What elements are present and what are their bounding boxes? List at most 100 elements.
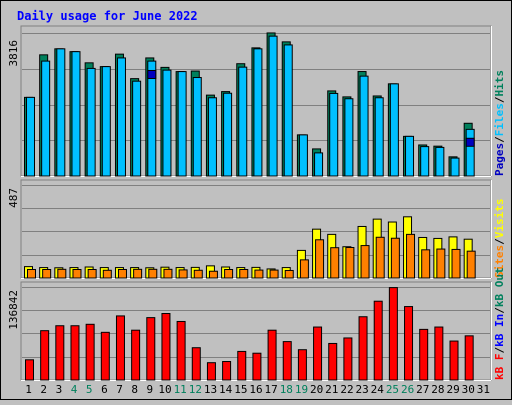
- bar-kb-f: [237, 350, 247, 381]
- bar-sites: [133, 268, 143, 279]
- bar-sites: [330, 247, 340, 279]
- chart-panels: 3816Pages/Files/Hits487Sites/Visits13684…: [7, 25, 506, 381]
- legend-entry: kB In: [493, 314, 506, 347]
- x-tick-label: 3: [56, 383, 63, 396]
- bar-kb-f: [434, 326, 444, 381]
- x-tick-label: 6: [101, 383, 108, 396]
- bar-files: [162, 69, 172, 177]
- bar-files: [283, 44, 293, 177]
- bar-sites: [269, 269, 279, 279]
- bar-files: [435, 146, 445, 177]
- bar-kb-f: [222, 361, 232, 381]
- y-max-label: 3816: [7, 40, 20, 67]
- bar-kb-f: [388, 287, 398, 381]
- x-tick-label: 1: [25, 383, 32, 396]
- bar-kb-f: [40, 330, 50, 381]
- bar-kb-f: [70, 325, 80, 381]
- y-max-label: 136842: [7, 290, 20, 330]
- x-tick-label: 29: [446, 383, 459, 396]
- bar-sites: [42, 269, 52, 279]
- bar-kb-f: [25, 359, 34, 381]
- bar-kb-f: [206, 362, 216, 381]
- bar-files: [405, 135, 415, 177]
- bar-pages: [147, 69, 157, 79]
- panel-kilobytes: 136842 kB F/kB In/kB Out: [7, 267, 506, 381]
- x-tick-label: 22: [340, 383, 353, 396]
- bar-files: [344, 98, 354, 177]
- x-tick-label: 5: [86, 383, 93, 396]
- bar-files: [192, 77, 202, 177]
- bar-files: [207, 97, 217, 177]
- x-tick-label: 25: [386, 383, 399, 396]
- x-tick-label: 31: [477, 383, 490, 396]
- x-tick-label: 15: [234, 383, 247, 396]
- x-tick-label: 27: [416, 383, 429, 396]
- bar-sites: [345, 247, 355, 279]
- bar-files: [465, 128, 475, 177]
- bar-kb-f: [267, 329, 277, 381]
- legend-separator: /: [493, 136, 506, 143]
- bar-sites: [27, 269, 36, 279]
- x-tick-label: 4: [71, 383, 78, 396]
- bar-kb-f: [176, 320, 186, 381]
- bar-sites: [178, 269, 188, 279]
- x-tick-label: 11: [174, 383, 187, 396]
- legend-entry: Visits: [493, 199, 506, 239]
- bar-files: [116, 57, 126, 177]
- legend-separator: /: [493, 238, 506, 245]
- bar-files: [420, 146, 430, 177]
- bar-kb-f: [131, 329, 141, 381]
- bar-sites: [117, 269, 127, 279]
- bar-files: [41, 60, 51, 177]
- bar-sites: [72, 269, 82, 279]
- legend: Pages/Files/Hits: [493, 70, 506, 176]
- bar-files: [314, 152, 324, 177]
- bar-sites: [57, 268, 67, 279]
- bar-files: [329, 92, 339, 177]
- x-tick-label: 14: [219, 383, 233, 396]
- bar-kb-f: [161, 313, 171, 381]
- bar-sites: [224, 269, 234, 279]
- bar-sites: [284, 269, 294, 279]
- bar-kb-f: [85, 323, 95, 381]
- bar-kb-f: [252, 352, 262, 381]
- bar-files: [389, 83, 399, 177]
- bar-sites: [421, 249, 431, 279]
- bar-kb-f: [449, 340, 459, 381]
- bar-sites: [254, 269, 264, 279]
- bar-files: [223, 92, 233, 177]
- bar-files: [268, 35, 278, 177]
- bar-sites: [375, 236, 385, 279]
- x-tick-label: 24: [371, 383, 385, 396]
- x-tick-label: 7: [116, 383, 123, 396]
- bar-sites: [451, 248, 461, 279]
- x-tick-label: 10: [158, 383, 171, 396]
- legend-entry: kB Out: [493, 267, 506, 307]
- x-tick-label: 16: [249, 383, 262, 396]
- legend: kB F/kB In/kB Out: [493, 267, 506, 380]
- bar-sites: [315, 239, 325, 279]
- bar-sites: [466, 250, 476, 279]
- bar-sites: [360, 245, 370, 279]
- bar-sites: [390, 237, 400, 279]
- bar-files: [374, 97, 384, 177]
- x-tick-label: 9: [147, 383, 154, 396]
- panel-visits-sites: 487 Sites/Visits: [7, 179, 506, 279]
- bar-sites: [148, 268, 158, 279]
- bar-sites: [299, 259, 309, 279]
- legend-separator: /: [493, 307, 506, 314]
- bar-kb-f: [55, 325, 65, 381]
- bar-kb-f: [282, 341, 292, 381]
- x-tick-label: 26: [401, 383, 414, 396]
- bar-kb-f: [419, 328, 429, 381]
- bar-files: [86, 67, 96, 177]
- x-tick-label: 18: [280, 383, 293, 396]
- bar-sites: [208, 270, 218, 279]
- bar-kb-f: [100, 331, 110, 381]
- legend-entry: Hits: [493, 70, 506, 97]
- bar-files: [298, 134, 308, 177]
- bar-sites: [193, 269, 203, 279]
- x-tick-label: 19: [295, 383, 308, 396]
